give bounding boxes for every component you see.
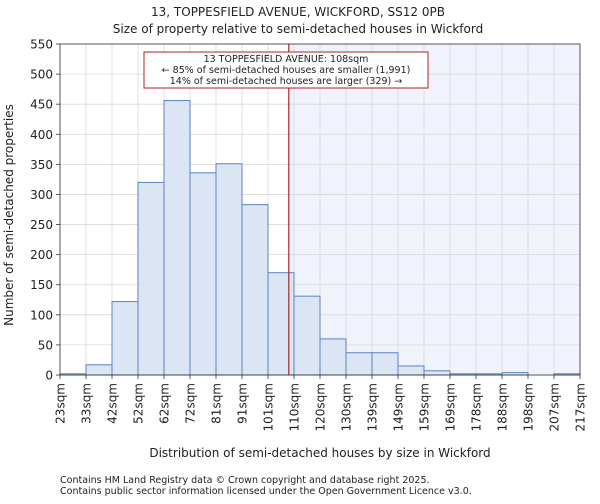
bar (85, 364, 113, 376)
y-tick-label: 150 (30, 278, 53, 292)
y-tick-label: 0 (45, 369, 53, 383)
bar (137, 181, 165, 376)
bar (189, 172, 217, 376)
y-tick-label: 500 (30, 68, 53, 82)
bar (345, 352, 373, 376)
x-tick-label: 139sqm (366, 383, 380, 431)
chart-title: 13, TOPPESFIELD AVENUE, WICKFORD, SS12 0… (151, 5, 445, 19)
x-tick-label: 130sqm (340, 383, 354, 431)
y-tick-label: 50 (38, 338, 53, 352)
annotation-line-1: 13 TOPPESFIELD AVENUE: 108sqm (204, 54, 369, 65)
y-axis-label: Number of semi-detached properties (2, 104, 16, 326)
x-tick-label: 91sqm (236, 383, 250, 424)
y-tick-label: 400 (30, 128, 53, 142)
x-tick-label: 42sqm (106, 383, 120, 424)
annotation-box: 13 TOPPESFIELD AVENUE: 108sqm ← 85% of s… (143, 51, 429, 89)
x-tick-label: 217sqm (574, 383, 588, 431)
chart-subtitle: Size of property relative to semi-detach… (113, 22, 483, 36)
bar (293, 295, 321, 376)
y-tick-label: 550 (30, 38, 53, 52)
x-tick-label: 23sqm (54, 383, 68, 424)
y-tick-label: 350 (30, 158, 53, 172)
bar (371, 352, 399, 376)
x-tick-label: 169sqm (444, 383, 458, 431)
x-tick-label: 159sqm (418, 383, 432, 431)
bar (267, 272, 295, 376)
bar (111, 301, 139, 376)
y-tick-label: 200 (30, 248, 53, 262)
bar (423, 370, 451, 376)
bar (319, 338, 347, 376)
x-tick-label: 110sqm (288, 383, 302, 431)
x-tick-label: 178sqm (470, 383, 484, 431)
x-tick-label: 188sqm (496, 383, 510, 431)
x-tick-label: 120sqm (314, 383, 328, 431)
x-tick-label: 52sqm (132, 383, 146, 424)
bar (397, 365, 425, 376)
x-axis-label: Distribution of semi-detached houses by … (149, 446, 490, 460)
larger-region-highlight (288, 44, 580, 375)
footer-line-2: Contains public sector information licen… (60, 486, 472, 497)
footer-line-1: Contains HM Land Registry data © Crown c… (60, 475, 430, 486)
y-tick-label: 250 (30, 218, 53, 232)
x-tick-label: 81sqm (210, 383, 224, 424)
annotation-line-2: ← 85% of semi-detached houses are smalle… (162, 65, 411, 76)
bar (241, 204, 269, 376)
y-tick-label: 450 (30, 98, 53, 112)
x-tick-label: 33sqm (80, 383, 94, 424)
annotation-line-3: 14% of semi-detached houses are larger (… (170, 76, 403, 87)
x-tick-label: 207sqm (548, 383, 562, 431)
x-tick-label: 62sqm (158, 383, 172, 424)
bar (163, 100, 191, 376)
bar (215, 163, 243, 376)
x-tick-label: 149sqm (392, 383, 406, 431)
x-tick-label: 198sqm (522, 383, 536, 431)
x-tick-label: 101sqm (262, 383, 276, 431)
x-tick-label: 72sqm (184, 383, 198, 424)
y-tick-label: 300 (30, 188, 53, 202)
y-tick-label: 100 (30, 308, 53, 322)
